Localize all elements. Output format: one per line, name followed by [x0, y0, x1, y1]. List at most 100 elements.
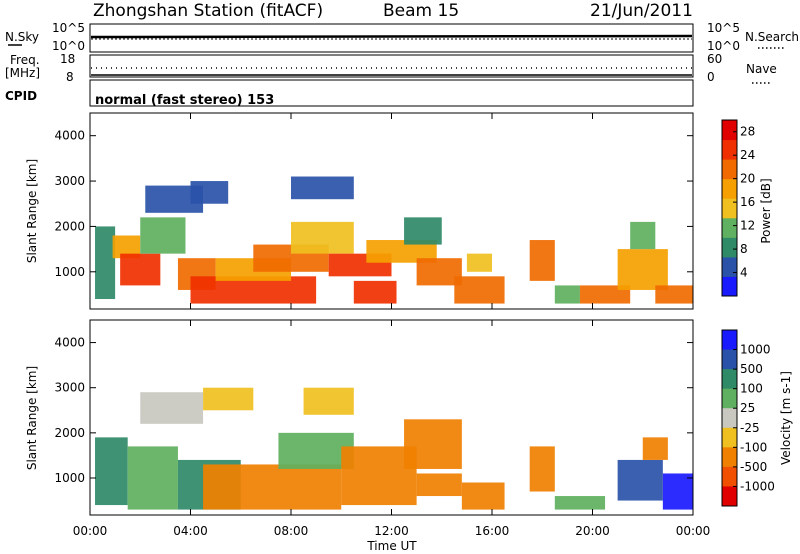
heatmap-cell	[662, 473, 693, 510]
heatmap-cell	[140, 392, 204, 424]
y-tick-label: 1000	[54, 471, 85, 485]
colorbar-swatch	[722, 427, 737, 448]
x-tick-label: 16:00	[475, 524, 510, 538]
nsky-top-tick: 10^5	[52, 21, 85, 35]
velocity-colorbar: 1000 500 100 25 -25 -100 -500 -1000	[721, 329, 775, 507]
x-tick-label: 12:00	[374, 524, 409, 538]
colorbar-tick-label: 16	[740, 195, 755, 209]
colorbar-tick-label: 28	[740, 125, 755, 139]
velocity-y-axis: 1000 2000 3000 4000	[54, 336, 693, 485]
colorbar-swatch	[722, 349, 737, 370]
heatmap-cell	[140, 217, 186, 254]
colorbar-swatch	[722, 369, 737, 390]
station-title: Zhongshan Station (fitACF)	[93, 1, 323, 21]
colorbar-tick-label: 8	[740, 242, 748, 256]
heatmap-cell	[466, 253, 492, 272]
colorbar-frame	[721, 119, 738, 297]
colorbar-tick-label: -1000	[740, 479, 775, 493]
y-tick-label: 4000	[54, 336, 85, 350]
heatmap-cell	[529, 240, 555, 281]
heatmap-cell	[120, 253, 161, 286]
velocity-colorbar-label: Velocity [m s-1]	[779, 371, 793, 465]
colorbar-swatch	[722, 388, 737, 409]
heatmap-cell	[404, 419, 462, 469]
heatmap-cell	[291, 176, 354, 200]
colorbar-swatch	[722, 486, 737, 507]
colorbar-swatch	[722, 408, 737, 429]
heatmap-cell	[95, 226, 116, 300]
heatmap-cell	[554, 496, 606, 510]
heatmap-cell	[190, 276, 317, 304]
heatmap-cell	[203, 464, 342, 510]
freq-top-tick: 18	[60, 52, 75, 66]
y-tick-label: 1000	[54, 265, 85, 279]
colorbar-frame	[721, 329, 738, 507]
colorbar-swatch	[722, 330, 737, 351]
power-heatmap	[95, 176, 693, 304]
nave-label: Nave	[746, 62, 777, 76]
colorbar-tick-label: 25	[740, 401, 755, 415]
heatmap-cell	[366, 240, 437, 263]
heatmap-cell	[617, 459, 663, 501]
time-axis: 00:00 04:00 08:00 12:00 16:00 20:00 00:00	[73, 113, 710, 538]
velocity-heatmap	[95, 387, 693, 510]
nsearch-label: N.Search	[745, 30, 799, 44]
colorbar-tick-label: 4	[740, 266, 748, 280]
heatmap-cell	[554, 285, 580, 304]
heatmap-cell	[630, 221, 656, 250]
colorbar-tick-label: 24	[740, 148, 755, 162]
freq-bottom-tick: 8	[66, 70, 74, 84]
cpid-label: CPID	[5, 89, 37, 103]
colorbar-tick-label: 20	[740, 172, 755, 186]
heatmap-cell	[404, 217, 442, 245]
heatmap-cell	[127, 446, 178, 510]
colorbar-swatch	[722, 159, 737, 180]
freq-unit-label: [MHz]	[5, 66, 40, 80]
y-tick-label: 2000	[54, 219, 85, 233]
colorbar-tick-label: 500	[740, 362, 763, 376]
x-tick-label: 00:00	[73, 524, 108, 538]
colorbar-swatch	[722, 466, 737, 487]
nave-top-tick: 60	[707, 52, 722, 66]
power-y-axis: 1000 2000 3000 4000	[54, 129, 693, 279]
nave-bottom-tick: 0	[707, 70, 715, 84]
velocity-ylabel: Slant Range [km]	[25, 366, 39, 470]
nsky-label: N.Sky	[5, 30, 39, 44]
colorbar-swatch	[722, 120, 737, 141]
colorbar-tick-label: 100	[740, 382, 763, 396]
y-tick-label: 3000	[54, 381, 85, 395]
colorbar-tick-label: -25	[740, 421, 760, 435]
colorbar-swatch	[722, 256, 737, 277]
nsky-panel	[89, 23, 694, 53]
power-ylabel: Slant Range [km]	[25, 159, 39, 263]
freq-label: Freq.	[10, 53, 40, 67]
beam-label: Beam 15	[383, 1, 459, 21]
colorbar-tick-label: 12	[740, 219, 755, 233]
nsky-bottom-tick: 10^0	[52, 39, 85, 53]
y-tick-label: 3000	[54, 174, 85, 188]
heatmap-cell	[95, 437, 128, 506]
heatmap-cell	[655, 285, 693, 304]
colorbar-swatch	[722, 217, 737, 238]
x-tick-label: 20:00	[575, 524, 610, 538]
cpid-text: normal (fast stereo) 153	[95, 93, 274, 108]
date-label: 21/Jun/2011	[590, 1, 693, 21]
heatmap-cell	[303, 387, 354, 415]
colorbar-swatch	[722, 178, 737, 199]
colorbar-tick-label: 1000	[740, 343, 771, 357]
nsearch-bottom-tick: 10^0	[707, 39, 740, 53]
heatmap-cell	[190, 181, 229, 204]
heatmap-cell	[454, 276, 505, 304]
heatmap-cell	[112, 235, 141, 259]
y-tick-label: 2000	[54, 426, 85, 440]
nsky-trace	[90, 34, 693, 39]
colorbar-swatch	[722, 198, 737, 219]
power-colorbar: 4 8 12 16 20 24 28	[721, 119, 755, 297]
heatmap-cell	[642, 437, 668, 460]
colorbar-swatch	[722, 276, 737, 297]
heatmap-cell	[353, 280, 397, 304]
heatmap-cell	[416, 473, 462, 497]
nsearch-top-tick: 10^5	[707, 21, 740, 35]
colorbar-swatch	[722, 237, 737, 258]
